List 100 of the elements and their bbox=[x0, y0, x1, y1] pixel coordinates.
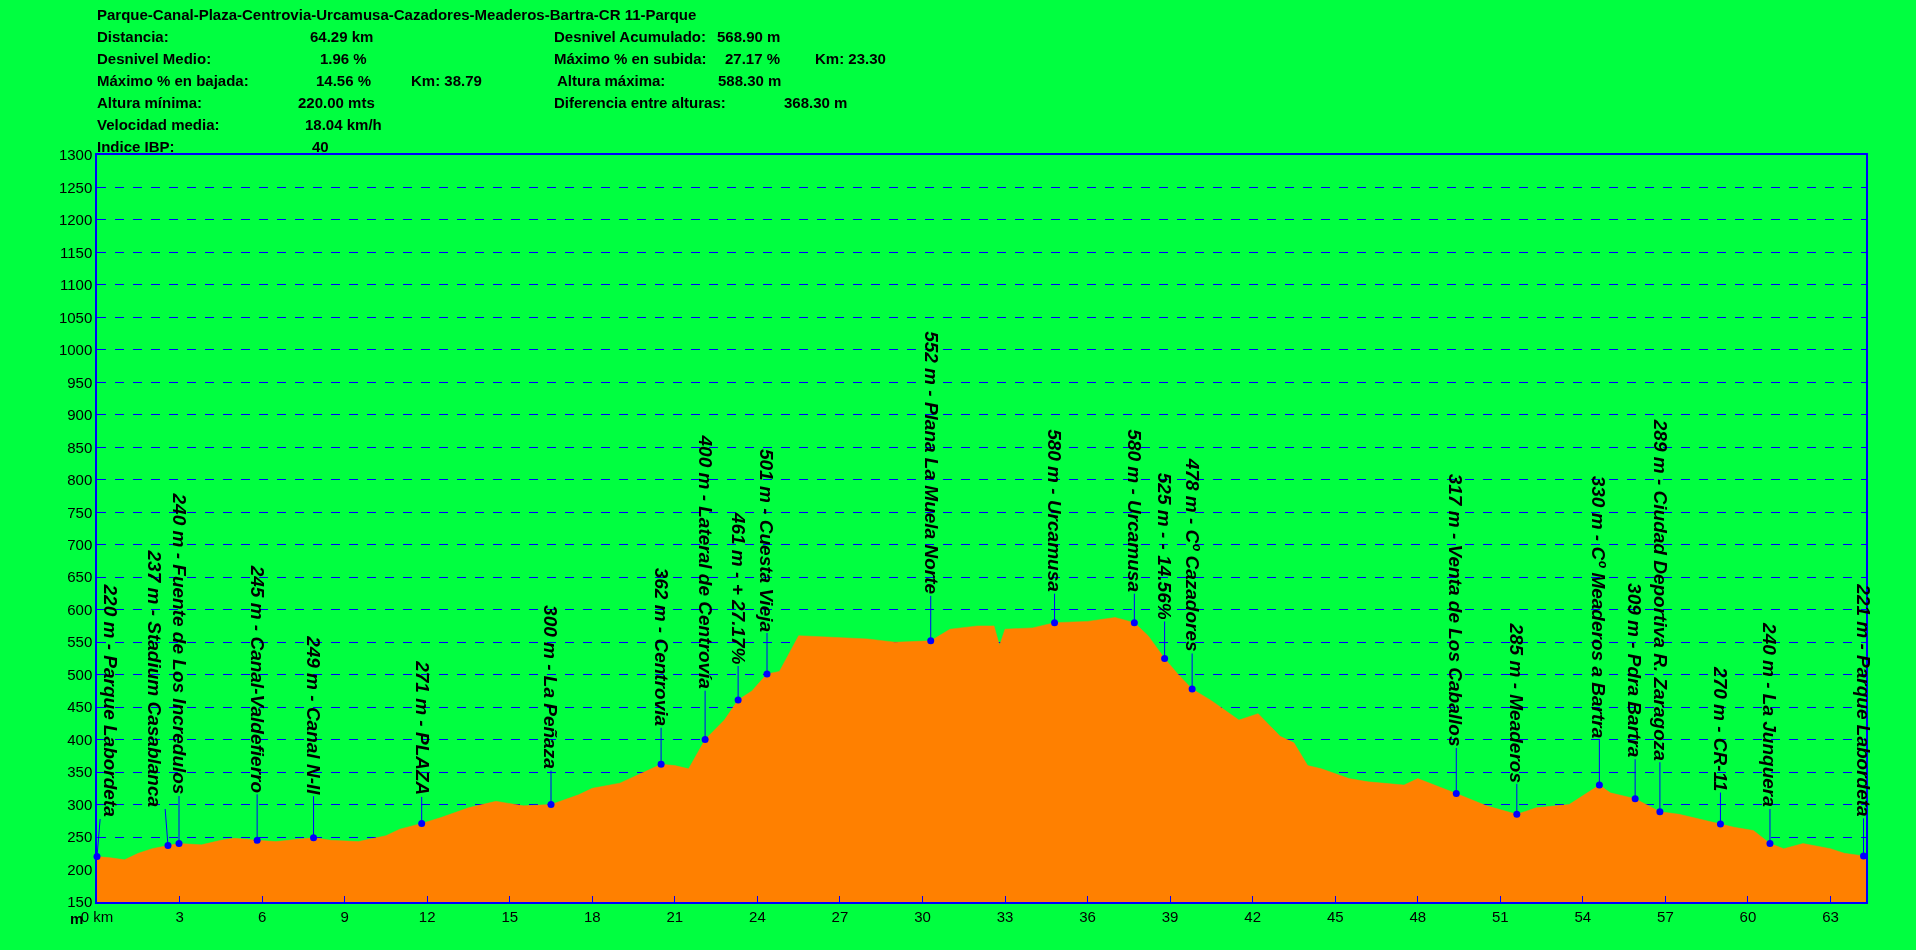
point bbox=[310, 834, 318, 842]
annotation: 271 m - PLAZA bbox=[411, 660, 433, 796]
x-tick-label: 60 bbox=[1739, 907, 1757, 925]
point bbox=[418, 819, 426, 827]
point bbox=[1716, 820, 1724, 828]
y-tick-label: 1300 bbox=[58, 146, 93, 164]
text: 588.30 m bbox=[718, 72, 782, 89]
text: 64.29 km bbox=[310, 28, 374, 45]
y-tick-label: 200 bbox=[67, 860, 93, 878]
y-tick-label: 850 bbox=[67, 438, 93, 456]
x-tick-label: 54 bbox=[1574, 907, 1592, 925]
x-tick-label: 15 bbox=[501, 907, 519, 925]
x-tick-label: 33 bbox=[996, 907, 1014, 925]
x-tick-label: 6 bbox=[257, 907, 267, 925]
text: Altura máxima: bbox=[557, 72, 666, 89]
text: Velocidad media: bbox=[97, 116, 220, 133]
y-tick-label: 350 bbox=[67, 763, 93, 781]
x-tick-label: 39 bbox=[1161, 907, 1179, 925]
point bbox=[1161, 654, 1169, 662]
point bbox=[1130, 619, 1138, 627]
annotation: 525 m - - 14.56% bbox=[1154, 472, 1176, 620]
point bbox=[1595, 781, 1603, 789]
annotation: 400 m - Lateral de Centrovía bbox=[694, 434, 716, 690]
chart-title: Parque-Canal-Plaza-Centrovia-Urcamusa-Cazadores-Meaderos-Bartra-CR 11-Parque bbox=[97, 6, 697, 23]
text: Distancia: bbox=[97, 28, 169, 45]
text: 368.30 m bbox=[784, 94, 848, 111]
annotation: 220 m - Parque Labordeta bbox=[99, 583, 121, 818]
annotation: 478 m - Cº Cazadores bbox=[1182, 457, 1204, 652]
annotation: Indice IBP: bbox=[97, 138, 175, 155]
point bbox=[927, 637, 935, 645]
point bbox=[1051, 619, 1059, 627]
x-tick-label: 30 bbox=[914, 907, 931, 925]
annotation: 40 bbox=[312, 138, 329, 155]
annotation: 245 m - Canal-Valdefierro bbox=[246, 564, 268, 794]
x-tick-label: 21 bbox=[666, 907, 684, 925]
text: Desnivel Acumulado: bbox=[554, 28, 706, 45]
text: Km: 38.79 bbox=[411, 72, 482, 89]
x-tick-label: 48 bbox=[1409, 907, 1427, 925]
x-tick-label: 12 bbox=[418, 907, 436, 925]
text: 14.56 % bbox=[316, 72, 372, 89]
text: Desnivel Medio: bbox=[97, 50, 212, 67]
x-tick-label: 36 bbox=[1079, 907, 1096, 925]
y-tick-label: 750 bbox=[67, 503, 93, 521]
text: 1.96 % bbox=[320, 50, 367, 67]
text: Máximo % en bajada: bbox=[97, 72, 249, 89]
x-tick-label: 24 bbox=[749, 907, 766, 925]
y-tick-label: 800 bbox=[67, 471, 93, 489]
y-tick-label: 1000 bbox=[58, 341, 93, 359]
y-tick-label: 700 bbox=[67, 535, 93, 553]
annotation: 285 m - Meaderos bbox=[1506, 622, 1528, 783]
annotation: 317 m - Venta de Los Caballos bbox=[1445, 473, 1467, 747]
y-tick-label: 1050 bbox=[58, 308, 93, 326]
annotation: 362 m - Centrovia bbox=[650, 567, 672, 727]
annotation: 221 m - Parque Labordeta bbox=[1853, 583, 1875, 818]
x-tick-label: 18 bbox=[583, 907, 601, 925]
y-tick-label: 300 bbox=[67, 795, 93, 813]
text: 220.00 mts bbox=[298, 94, 375, 111]
x-tick-label: 57 bbox=[1657, 907, 1674, 925]
y-tick-label: 1100 bbox=[59, 276, 93, 294]
annotation: 300 m - La Peñaza bbox=[540, 605, 562, 770]
x-tick-label: 51 bbox=[1491, 907, 1509, 925]
y-tick-label: 950 bbox=[67, 373, 93, 391]
y-tick-label: 600 bbox=[67, 600, 93, 618]
text: Km: 23.30 bbox=[815, 50, 886, 67]
text: 18.04 km/h bbox=[305, 116, 382, 133]
x-tick-label: 9 bbox=[340, 907, 349, 925]
text: 568.90 m bbox=[717, 28, 781, 45]
text: 27.17 % bbox=[725, 50, 781, 67]
y-tick-label: 500 bbox=[67, 665, 93, 683]
annotation: 249 m - Canal N-II bbox=[303, 635, 325, 796]
y-tick-label: 400 bbox=[67, 730, 93, 748]
y-tick-label: 1200 bbox=[58, 211, 93, 229]
point bbox=[1513, 810, 1521, 818]
annotation: 270 m - CR-11 bbox=[1709, 666, 1731, 792]
annotation: 240 m - La Junquera bbox=[1759, 622, 1781, 808]
x-tick-label: 27 bbox=[831, 907, 849, 925]
text: Diferencia entre alturas: bbox=[554, 94, 726, 111]
annotation: 289 m - Ciudad Deportiva R. Zaragoza bbox=[1649, 418, 1671, 762]
y-tick-label: 900 bbox=[67, 406, 93, 424]
y-tick-label: 650 bbox=[67, 568, 93, 586]
x-tick-label: 3 bbox=[175, 907, 184, 925]
annotation: 309 m - Pdra Bartra bbox=[1624, 583, 1646, 758]
y-tick-label: 1150 bbox=[59, 243, 93, 261]
y-tick-label: 150 bbox=[67, 893, 93, 911]
annotation: 330 m - Cº Meaderos a Bartra bbox=[1588, 475, 1610, 739]
y-tick-label: 1250 bbox=[58, 178, 93, 196]
x-tick-label: 42 bbox=[1244, 907, 1262, 925]
annotation: 501 m - Cuesta Vieja bbox=[756, 448, 778, 633]
y-tick-label: 450 bbox=[67, 698, 93, 716]
point bbox=[1452, 790, 1460, 798]
annotation: 237 m - Stadium Casablanca bbox=[144, 549, 166, 808]
annotation: 240 m - Fuente de Los Incredulos bbox=[168, 492, 190, 795]
text: Altura mínima: bbox=[97, 94, 203, 111]
y-tick-label: 550 bbox=[67, 633, 93, 651]
y-tick-label: 250 bbox=[67, 828, 93, 846]
x-tick-label: 63 bbox=[1822, 907, 1839, 925]
annotation: 552 m - Plana La Muela Norte bbox=[920, 331, 942, 595]
annotation: 580 m - Urcamusa bbox=[1124, 429, 1146, 593]
annotation: 461 m - + 27.17% bbox=[728, 511, 750, 665]
text: Máximo % en subida: bbox=[554, 50, 707, 67]
